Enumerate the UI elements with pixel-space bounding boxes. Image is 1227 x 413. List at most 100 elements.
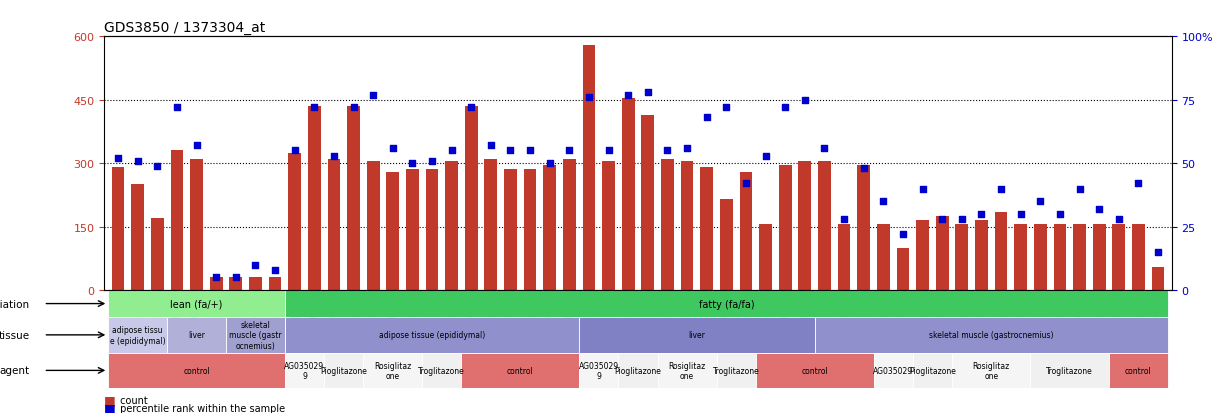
Bar bbox=[642, 115, 654, 290]
Bar bbox=[563, 159, 575, 290]
Bar bbox=[952, 353, 1031, 388]
Bar bbox=[347, 107, 360, 290]
Point bbox=[697, 115, 717, 121]
Text: skeletal muscle (gastrocnemius): skeletal muscle (gastrocnemius) bbox=[929, 330, 1054, 339]
Text: genotype/variation: genotype/variation bbox=[0, 299, 29, 309]
Point bbox=[893, 231, 913, 238]
Text: Troglitazone: Troglitazone bbox=[713, 366, 760, 375]
Point bbox=[677, 145, 697, 152]
Point bbox=[991, 186, 1011, 192]
Bar bbox=[1034, 225, 1047, 290]
Point bbox=[1031, 198, 1050, 205]
Point bbox=[579, 95, 599, 101]
Point bbox=[913, 186, 933, 192]
Bar bbox=[720, 199, 733, 290]
Bar bbox=[815, 317, 1168, 353]
Bar bbox=[112, 168, 124, 290]
Bar bbox=[877, 225, 890, 290]
Point bbox=[108, 155, 128, 162]
Point bbox=[618, 92, 638, 99]
Text: adipose tissu
e (epididymal): adipose tissu e (epididymal) bbox=[110, 325, 166, 345]
Bar bbox=[108, 317, 167, 353]
Point bbox=[599, 148, 618, 154]
Point bbox=[128, 158, 147, 164]
Point bbox=[363, 92, 383, 99]
Text: AG035029: AG035029 bbox=[874, 366, 913, 375]
Bar bbox=[363, 353, 422, 388]
Text: tissue: tissue bbox=[0, 330, 29, 340]
Bar bbox=[897, 248, 909, 290]
Point bbox=[756, 153, 775, 159]
Bar bbox=[485, 159, 497, 290]
Bar bbox=[167, 317, 226, 353]
Text: Troglitazone: Troglitazone bbox=[418, 366, 465, 375]
Text: Pioglitazone: Pioglitazone bbox=[909, 366, 956, 375]
Bar bbox=[874, 353, 913, 388]
Bar bbox=[288, 153, 301, 290]
Text: agent: agent bbox=[0, 366, 29, 375]
Text: Troglitazone: Troglitazone bbox=[1047, 366, 1093, 375]
Point bbox=[638, 90, 658, 96]
Bar bbox=[936, 216, 948, 290]
Bar bbox=[1109, 353, 1168, 388]
Bar bbox=[1152, 267, 1164, 290]
Bar bbox=[622, 98, 634, 290]
Point bbox=[1070, 186, 1090, 192]
Text: count: count bbox=[117, 395, 147, 405]
Bar bbox=[171, 151, 183, 290]
Point bbox=[187, 143, 206, 150]
Bar bbox=[524, 170, 536, 290]
Point bbox=[1129, 181, 1148, 188]
Point bbox=[265, 267, 285, 273]
Point bbox=[226, 274, 245, 281]
Point bbox=[560, 148, 579, 154]
Point bbox=[147, 163, 167, 170]
Bar bbox=[249, 278, 261, 290]
Text: ■: ■ bbox=[104, 393, 117, 406]
Bar bbox=[422, 353, 461, 388]
Point bbox=[952, 216, 972, 223]
Text: skeletal
muscle (gastr
ocnemius): skeletal muscle (gastr ocnemius) bbox=[229, 320, 282, 350]
Text: ■: ■ bbox=[104, 401, 117, 413]
Bar bbox=[108, 290, 285, 317]
Point bbox=[402, 160, 422, 167]
Text: Rosiglitaz
one: Rosiglitaz one bbox=[973, 361, 1010, 380]
Bar bbox=[1015, 225, 1027, 290]
Bar bbox=[465, 107, 477, 290]
Bar bbox=[210, 278, 222, 290]
Text: control: control bbox=[801, 366, 828, 375]
Bar bbox=[190, 159, 202, 290]
Text: control: control bbox=[183, 366, 210, 375]
Bar bbox=[285, 290, 1168, 317]
Bar bbox=[1113, 225, 1125, 290]
Bar bbox=[328, 159, 340, 290]
Bar bbox=[917, 221, 929, 290]
Text: Rosiglitaz
one: Rosiglitaz one bbox=[374, 361, 411, 380]
Bar bbox=[602, 161, 615, 290]
Point bbox=[1090, 206, 1109, 213]
Bar bbox=[579, 317, 815, 353]
Point bbox=[658, 148, 677, 154]
Bar bbox=[1133, 225, 1145, 290]
Bar bbox=[701, 168, 713, 290]
Bar bbox=[406, 170, 418, 290]
Bar bbox=[367, 161, 379, 290]
Point bbox=[285, 148, 304, 154]
Bar bbox=[324, 353, 363, 388]
Point bbox=[933, 216, 952, 223]
Bar bbox=[269, 278, 281, 290]
Bar bbox=[956, 225, 968, 290]
Point bbox=[1109, 216, 1129, 223]
Bar bbox=[818, 161, 831, 290]
Bar bbox=[661, 159, 674, 290]
Point bbox=[324, 153, 344, 159]
Point bbox=[167, 105, 187, 112]
Bar bbox=[779, 166, 791, 290]
Bar bbox=[151, 218, 163, 290]
Bar bbox=[445, 161, 458, 290]
Point bbox=[520, 148, 540, 154]
Point bbox=[461, 105, 481, 112]
Point bbox=[795, 97, 815, 104]
Point bbox=[304, 105, 324, 112]
Bar bbox=[544, 166, 556, 290]
